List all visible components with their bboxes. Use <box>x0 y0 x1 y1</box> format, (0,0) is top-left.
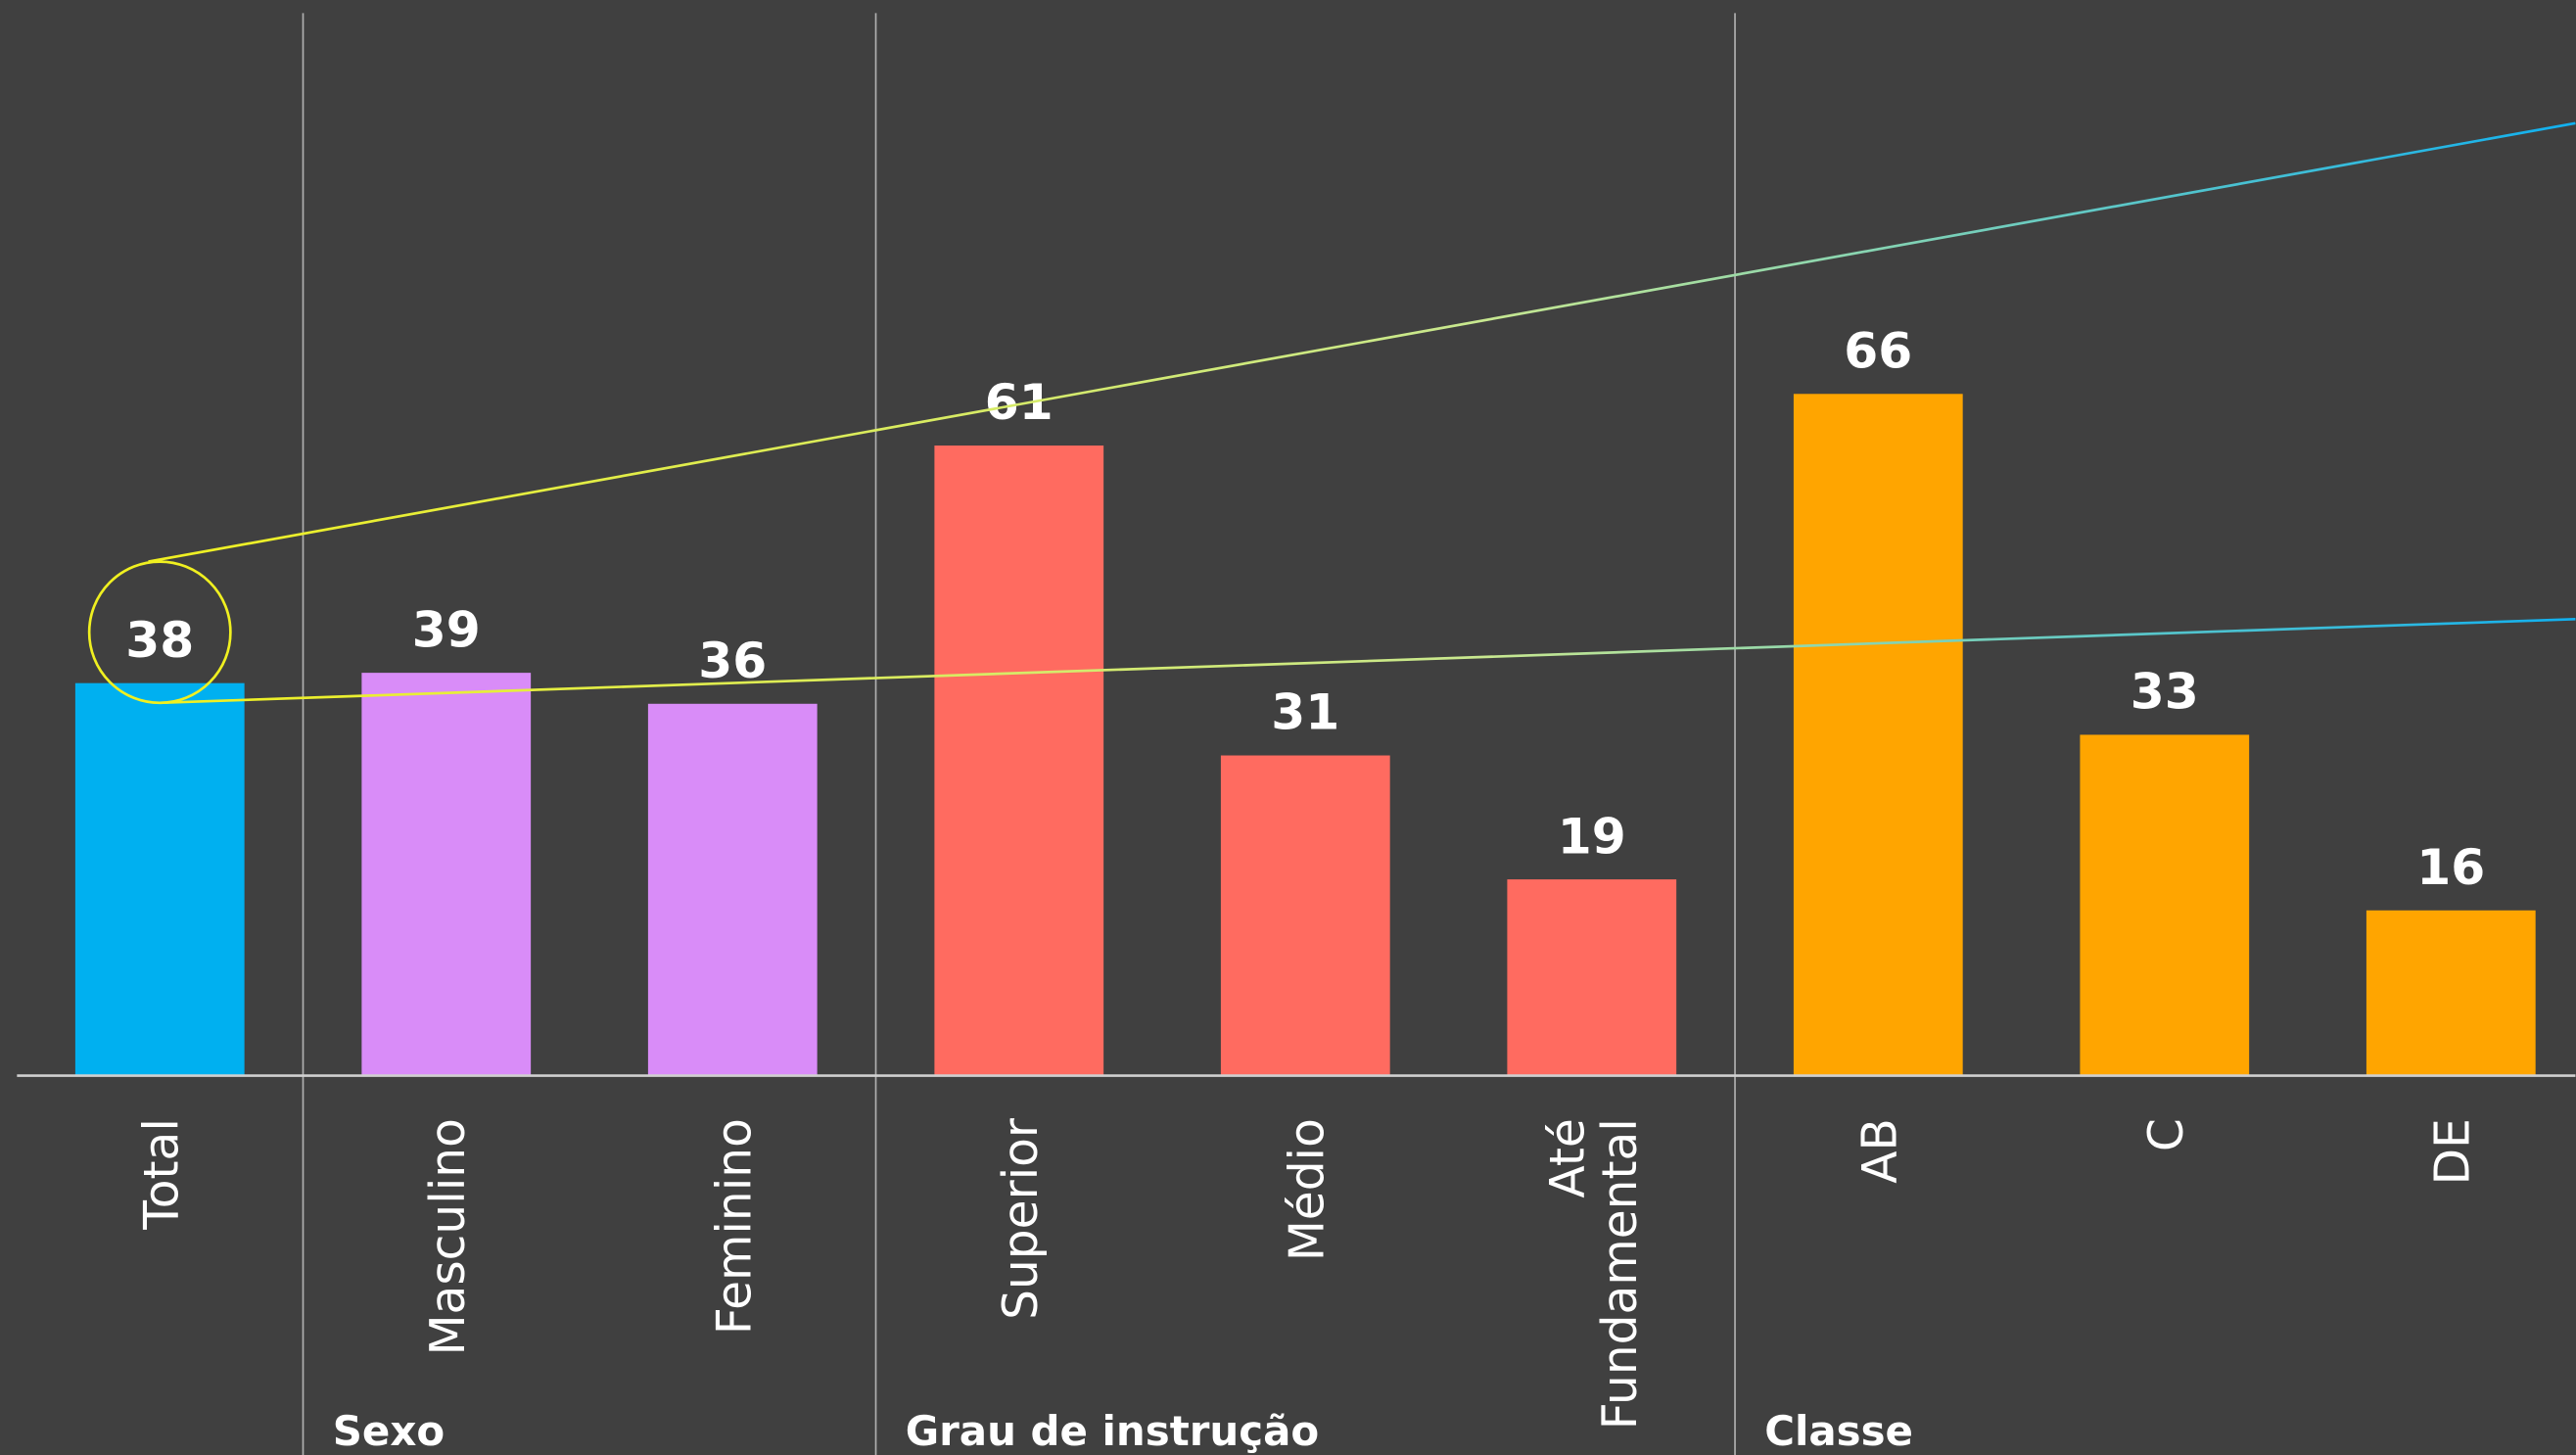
category-label: DE <box>2426 1118 2481 1185</box>
value-label: 38 <box>125 611 194 669</box>
bar <box>2365 910 2536 1076</box>
group-label: Grau de instrução <box>906 1407 1320 1455</box>
group-label: Classe <box>1764 1407 1913 1455</box>
value-label: 31 <box>1271 683 1339 741</box>
bar <box>2080 734 2250 1076</box>
category-label: AtéFundamental <box>1540 1118 1648 1430</box>
bar <box>1793 394 1963 1076</box>
value-label: 61 <box>985 373 1054 431</box>
category-label: Feminino <box>708 1118 763 1335</box>
value-label: 19 <box>1558 807 1626 865</box>
bar <box>647 703 818 1076</box>
bar <box>934 446 1104 1076</box>
category-label-line: Fundamental <box>1593 1118 1648 1430</box>
value-label: 39 <box>412 600 481 658</box>
value-label: 16 <box>2416 838 2485 896</box>
category-label: C <box>2139 1118 2194 1151</box>
bar <box>361 673 532 1076</box>
group-label: Sexo <box>333 1407 445 1455</box>
bar <box>1220 755 1390 1076</box>
category-label: Superior <box>994 1118 1049 1320</box>
category-label: Masculino <box>421 1118 476 1355</box>
category-label: Total <box>135 1118 190 1231</box>
category-label-line: Até <box>1540 1118 1595 1197</box>
category-label: AB <box>1853 1118 1908 1184</box>
value-label: 36 <box>698 632 767 689</box>
value-label: 66 <box>1844 321 1912 379</box>
callout-line <box>160 617 2576 705</box>
callout-line <box>148 121 2576 563</box>
category-label: Médio <box>1281 1118 1335 1261</box>
bar <box>74 682 245 1076</box>
value-label: 33 <box>2131 663 2199 721</box>
bar <box>1507 879 1677 1076</box>
callout-circle <box>87 560 232 705</box>
